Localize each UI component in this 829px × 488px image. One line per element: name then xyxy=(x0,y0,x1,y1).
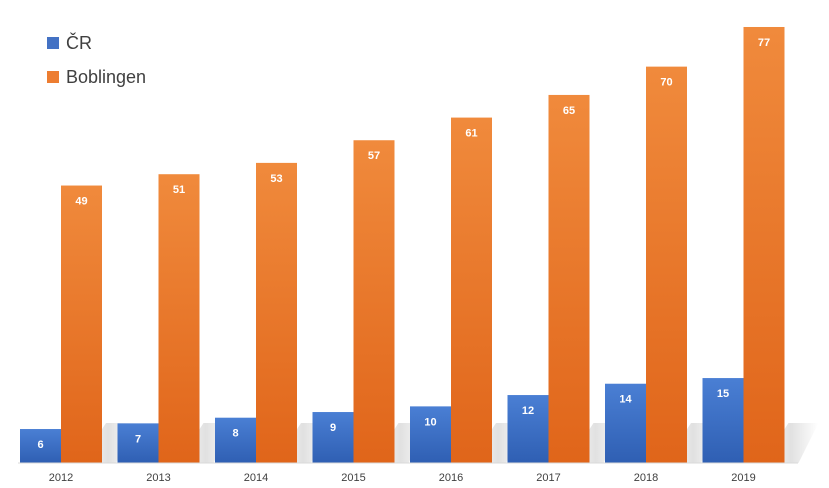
data-label-cr-2015: 9 xyxy=(330,422,336,434)
legend-swatch-boblingen xyxy=(47,71,59,83)
legend: ČR Boblingen xyxy=(47,32,146,87)
data-label-cr-2016: 10 xyxy=(424,416,436,428)
bar-cr-2012 xyxy=(20,429,61,463)
x-tick-label-2018: 2018 xyxy=(634,472,658,484)
bar-boblingen-2018 xyxy=(646,66,687,463)
bar-boblingen-2016 xyxy=(451,117,492,464)
data-label-cr-2012: 6 xyxy=(37,439,43,451)
legend-swatch-cr xyxy=(47,37,59,49)
data-label-cr-2013: 7 xyxy=(135,433,141,445)
legend-label-boblingen: Boblingen xyxy=(66,67,146,87)
data-label-cr-2017: 12 xyxy=(522,405,534,417)
data-label-cr-2018: 14 xyxy=(619,394,632,406)
data-label-cr-2014: 8 xyxy=(232,428,238,440)
data-label-boblingen-2019: 77 xyxy=(758,37,770,49)
bar-cr-2013 xyxy=(117,423,159,463)
bar-cr-2017 xyxy=(507,395,549,463)
data-label-cr-2019: 15 xyxy=(717,388,729,400)
bar-boblingen-2013 xyxy=(158,174,200,463)
bar-cr-2018 xyxy=(605,383,646,463)
data-label-boblingen-2012: 49 xyxy=(75,196,87,208)
data-label-boblingen-2014: 53 xyxy=(270,173,282,185)
x-tick-label-2015: 2015 xyxy=(341,472,365,484)
x-axis-tick-labels: 2012 2013 2014 2015 2016 2017 2018 2019 xyxy=(49,472,756,484)
x-tick-label-2019: 2019 xyxy=(731,472,755,484)
x-tick-label-2012: 2012 xyxy=(49,472,73,484)
x-tick-label-2016: 2016 xyxy=(439,472,463,484)
bar-boblingen-2017 xyxy=(548,94,590,463)
data-label-boblingen-2013: 51 xyxy=(173,184,185,196)
data-label-boblingen-2016: 61 xyxy=(465,128,477,140)
data-label-boblingen-2018: 70 xyxy=(660,77,672,89)
bar-cr-2015 xyxy=(312,412,354,463)
bar-cr-2019 xyxy=(702,378,744,463)
bar-boblingen-2019 xyxy=(743,26,785,464)
bar-boblingen-2015 xyxy=(353,140,395,464)
bars xyxy=(20,26,785,464)
bar-boblingen-2014 xyxy=(256,162,297,463)
x-tick-label-2014: 2014 xyxy=(244,472,268,484)
data-labels: 6 49 7 51 8 53 9 57 10 61 12 65 14 70 15 77 xyxy=(37,37,770,451)
legend-label-cr: ČR xyxy=(66,32,92,53)
x-tick-label-2017: 2017 xyxy=(536,472,560,484)
data-label-boblingen-2015: 57 xyxy=(368,150,380,162)
bar-cr-2016 xyxy=(410,406,451,463)
bar-boblingen-2012 xyxy=(61,185,102,463)
x-tick-label-2013: 2013 xyxy=(146,472,170,484)
bar-cr-2014 xyxy=(215,417,256,463)
data-label-boblingen-2017: 65 xyxy=(563,105,575,117)
